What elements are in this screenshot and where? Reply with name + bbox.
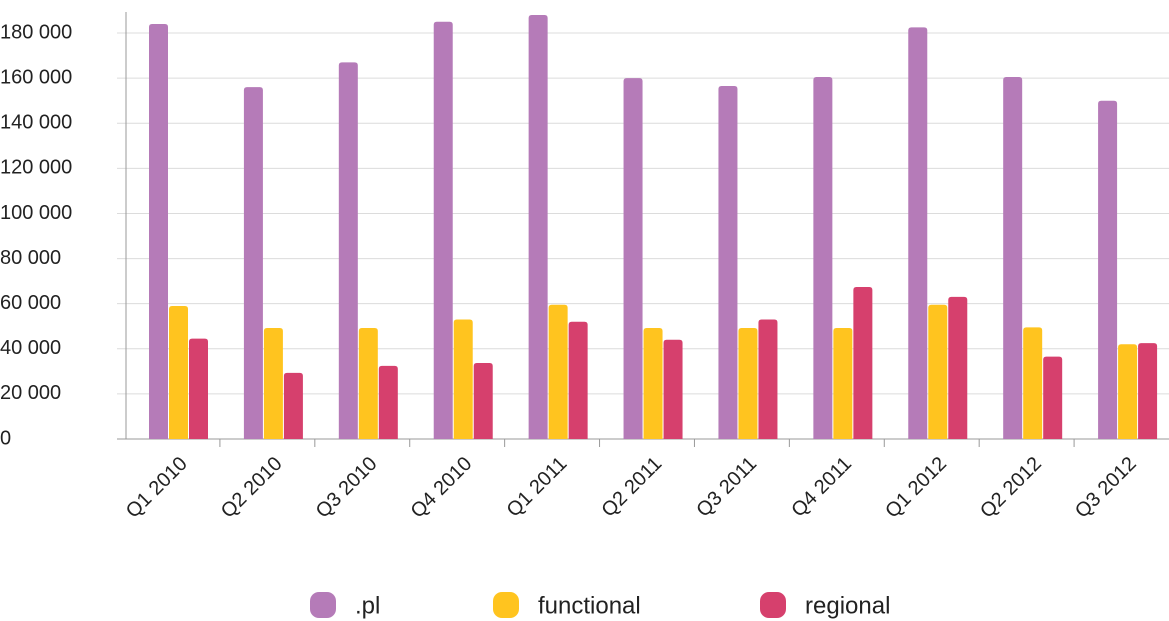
bar xyxy=(358,328,378,439)
y-tick-label: 100 000 xyxy=(0,202,72,224)
x-tick-label: Q2 2010 xyxy=(217,453,287,523)
bar xyxy=(149,24,168,439)
y-tick-label: 20 000 xyxy=(0,382,61,404)
bar xyxy=(1023,327,1043,439)
bar xyxy=(243,87,263,439)
bar xyxy=(738,328,758,439)
x-tick-label: Q1 2011 xyxy=(503,453,572,522)
y-tick-label: 160 000 xyxy=(0,66,72,88)
bar xyxy=(548,304,568,439)
x-tick-label: Q2 2011 xyxy=(598,453,667,522)
bar xyxy=(528,15,548,439)
bar xyxy=(283,372,303,439)
bar xyxy=(1118,344,1138,439)
y-tick-label: 180 000 xyxy=(0,21,72,43)
bar xyxy=(473,362,493,439)
x-tick-label: Q1 2010 xyxy=(122,453,192,523)
legend-swatch xyxy=(310,592,336,618)
bar xyxy=(338,62,358,439)
x-tick-label: Q3 2010 xyxy=(312,453,382,523)
bar xyxy=(169,305,188,439)
x-tick-label: Q4 2011 xyxy=(787,453,856,522)
x-tick-label: Q4 2010 xyxy=(407,453,477,523)
y-tick-label: 80 000 xyxy=(0,247,61,269)
bar xyxy=(643,328,663,439)
bar xyxy=(853,286,873,439)
legend-swatch xyxy=(760,592,786,618)
bar xyxy=(1098,100,1118,440)
bar xyxy=(928,304,948,439)
bar xyxy=(908,27,928,439)
bar xyxy=(453,319,473,439)
y-tick-label: 40 000 xyxy=(0,337,61,359)
x-tick-label: Q3 2012 xyxy=(1071,453,1141,523)
x-tick-label: Q3 2011 xyxy=(692,453,761,522)
legend-label: regional xyxy=(805,592,890,619)
bar xyxy=(1003,77,1023,439)
bar xyxy=(623,78,643,439)
bar xyxy=(378,365,398,439)
legend-label: .pl xyxy=(355,592,380,619)
bar xyxy=(718,86,738,439)
bar xyxy=(263,328,283,439)
y-tick-label: 60 000 xyxy=(0,292,61,314)
bar xyxy=(833,328,853,439)
bar xyxy=(1043,356,1063,439)
bar xyxy=(948,296,968,439)
bar xyxy=(663,339,683,439)
bar xyxy=(433,21,453,440)
bar xyxy=(568,321,588,439)
bar xyxy=(1138,343,1158,439)
x-tick-label: Q2 2012 xyxy=(976,453,1046,523)
bar xyxy=(758,319,778,439)
bar xyxy=(813,77,833,439)
x-tick-label: Q1 2012 xyxy=(881,453,951,523)
y-tick-label: 120 000 xyxy=(0,157,72,179)
legend-label: functional xyxy=(538,592,641,619)
y-tick-label: 0 xyxy=(0,427,11,449)
y-tick-label: 140 000 xyxy=(0,112,72,134)
legend-swatch xyxy=(493,592,519,618)
bar xyxy=(189,338,208,439)
